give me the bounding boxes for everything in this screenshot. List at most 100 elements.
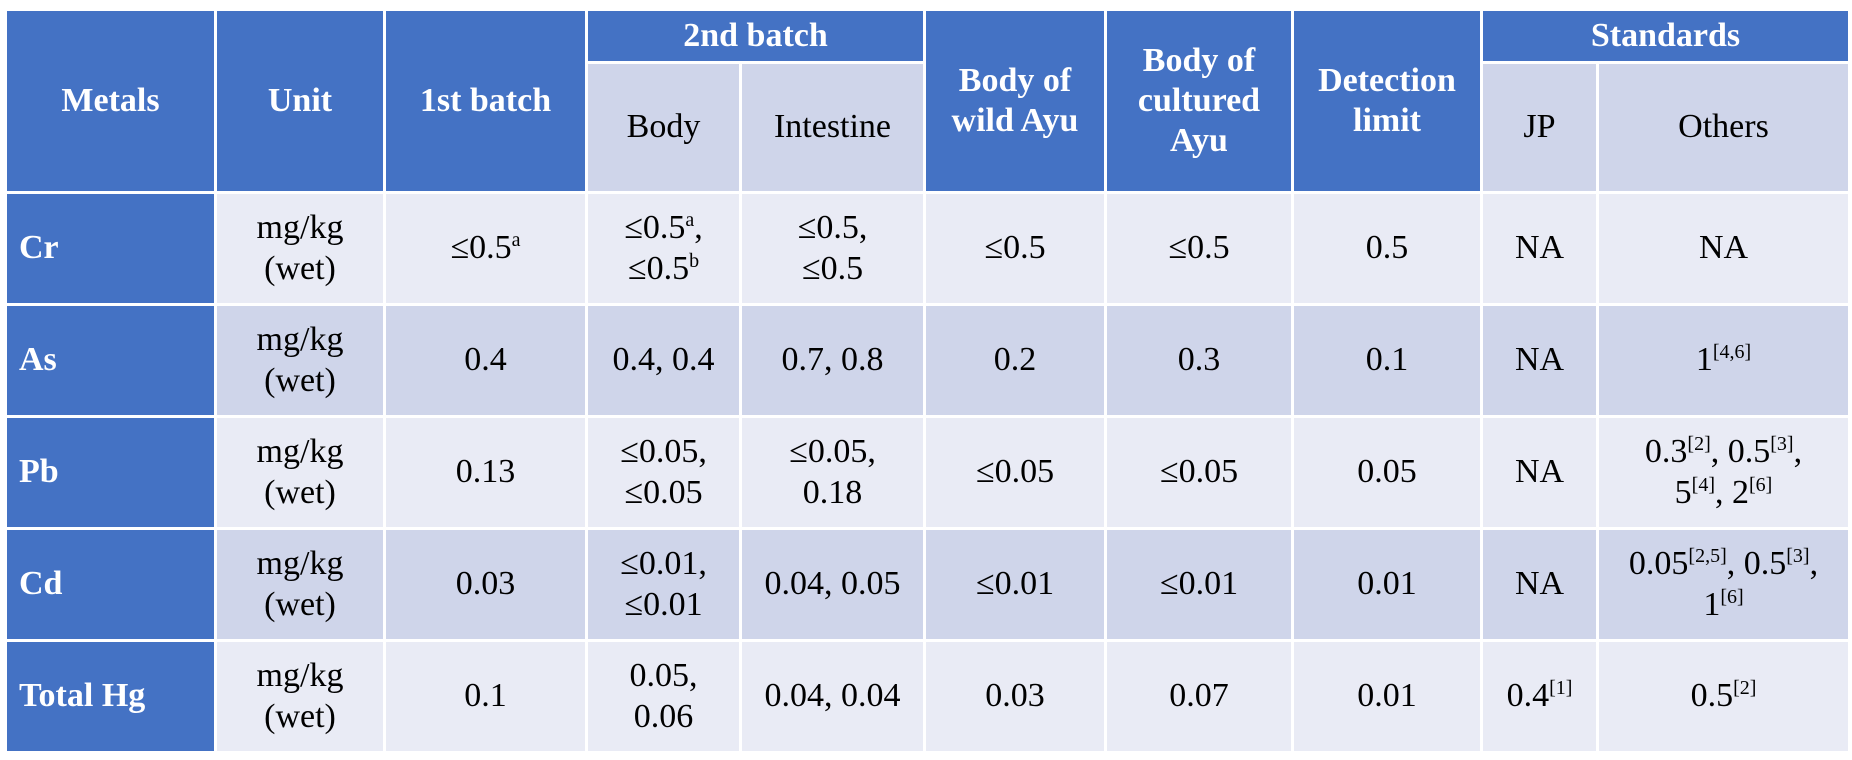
header-cell: Body of wild Ayu bbox=[923, 8, 1107, 194]
cell-text: 5 bbox=[1674, 473, 1692, 511]
header-cell: 2nd batch bbox=[585, 8, 926, 64]
data-cell: NA bbox=[1480, 415, 1599, 530]
cell-line: ≤0.01 bbox=[1111, 564, 1287, 604]
cell-text: ≤0.05 bbox=[624, 473, 703, 511]
cell-text: 0.1 bbox=[1365, 341, 1409, 379]
cell-text: ≤0.5 bbox=[984, 229, 1046, 267]
cell-line: ≤0.05, bbox=[746, 432, 919, 472]
table-wrap: Metals Unit 1st batch 2nd batch Body of … bbox=[4, 8, 1851, 754]
cell-text: ≤0.5 bbox=[801, 249, 864, 287]
cell-text: ≤0.5 bbox=[1168, 229, 1230, 267]
cell-line: As bbox=[19, 340, 210, 380]
data-cell: mg/kg (wet) bbox=[214, 527, 386, 642]
cell-line: 0.3 bbox=[1111, 340, 1287, 380]
cell-line: ≤0.05, bbox=[592, 432, 735, 472]
cell-text: 0.18 bbox=[802, 473, 863, 511]
cell-text: NA bbox=[1514, 565, 1565, 603]
data-cell: 0.3 bbox=[1104, 303, 1294, 418]
cell-line: (wet) bbox=[221, 249, 379, 289]
cell-line: (wet) bbox=[221, 361, 379, 401]
metal-cell: Cr bbox=[4, 191, 217, 306]
cell-line: (wet) bbox=[221, 473, 379, 513]
cell-text: 0.3 bbox=[1644, 433, 1688, 471]
cell-line: 0.04, 0.05 bbox=[746, 564, 919, 604]
subheader-cell: Intestine bbox=[739, 61, 926, 194]
cell-line: 0.06 bbox=[592, 697, 735, 737]
data-cell: NA bbox=[1596, 191, 1851, 306]
metal-cell: Cd bbox=[4, 527, 217, 642]
data-cell: 0.01 bbox=[1291, 527, 1483, 642]
cell-line: ≤0.05 bbox=[930, 452, 1100, 492]
footnote-mark: [6] bbox=[1749, 473, 1773, 496]
cell-text: 0.04, 0.04 bbox=[764, 677, 901, 715]
cell-text: 0.05, bbox=[629, 657, 698, 695]
data-cell: NA bbox=[1480, 191, 1599, 306]
data-cell: ≤0.01, ≤0.01 bbox=[585, 527, 742, 642]
cell-text: mg/kg bbox=[256, 657, 344, 695]
cell-line: 0.4 bbox=[390, 340, 581, 380]
cell-line: ≤0.5 bbox=[1111, 228, 1287, 268]
cell-text: (wet) bbox=[264, 585, 336, 623]
cell-line: 0.01 bbox=[1298, 564, 1476, 604]
footnote-mark: [3] bbox=[1786, 545, 1810, 568]
cell-text: 0.01 bbox=[1357, 677, 1417, 715]
header-cell: Standards bbox=[1480, 8, 1851, 64]
cell-line: 0.07 bbox=[1111, 676, 1287, 716]
cell-line: ≤0.5a bbox=[390, 228, 581, 268]
cell-text: ≤0.01 bbox=[975, 565, 1055, 603]
cell-text: Cr bbox=[19, 229, 59, 267]
data-cell: NA bbox=[1480, 303, 1599, 418]
data-cell: 0.05[2,5], 0.5[3], 1[6] bbox=[1596, 527, 1851, 642]
cell-text: Cd bbox=[19, 565, 63, 603]
cell-text: NA bbox=[1698, 229, 1749, 267]
header-cell: 1st batch bbox=[383, 8, 588, 194]
data-cell: mg/kg (wet) bbox=[214, 191, 386, 306]
cell-text: mg/kg bbox=[256, 209, 344, 247]
cell-line: (wet) bbox=[221, 697, 379, 737]
cell-text: ≤0.01, bbox=[620, 545, 707, 583]
data-cell: ≤0.5 bbox=[923, 191, 1107, 306]
cell-line: Total Hg bbox=[19, 676, 210, 716]
cell-line: 0.4, 0.4 bbox=[592, 340, 735, 380]
cell-line: mg/kg bbox=[221, 208, 379, 248]
data-cell: 0.7, 0.8 bbox=[739, 303, 926, 418]
cell-text: , 2 bbox=[1715, 473, 1749, 511]
cell-line: ≤0.5, bbox=[746, 208, 919, 248]
cell-text: 0.04, 0.05 bbox=[764, 565, 901, 603]
cell-text: NA bbox=[1514, 341, 1565, 379]
cell-text: 0.13 bbox=[455, 453, 516, 491]
cell-text: ≤0.5 bbox=[624, 209, 686, 247]
cell-text: , bbox=[1809, 545, 1819, 583]
data-cell: 0.1 bbox=[383, 639, 588, 754]
cell-line: 0.01 bbox=[1298, 676, 1476, 716]
cell-text: 0.06 bbox=[633, 697, 694, 735]
cell-line: 0.1 bbox=[390, 676, 581, 716]
cell-text: 0.3 bbox=[1177, 341, 1221, 379]
cell-line: (wet) bbox=[221, 585, 379, 625]
cell-line: 0.05 bbox=[1298, 452, 1476, 492]
cell-text: ≤0.01 bbox=[624, 585, 703, 623]
cell-line: NA bbox=[1603, 228, 1844, 268]
cell-line: NA bbox=[1487, 564, 1592, 604]
cell-text: ≤0.5 bbox=[450, 229, 512, 267]
header-cell: Unit bbox=[214, 8, 386, 194]
data-cell: 0.03 bbox=[923, 639, 1107, 754]
data-cell: 0.4[1] bbox=[1480, 639, 1599, 754]
data-cell: ≤0.5a bbox=[383, 191, 588, 306]
cell-text: As bbox=[19, 341, 57, 379]
data-cell: 0.1 bbox=[1291, 303, 1483, 418]
data-cell: mg/kg (wet) bbox=[214, 639, 386, 754]
cell-text: 1 bbox=[1703, 585, 1721, 623]
cell-line: 1[6] bbox=[1603, 585, 1844, 625]
data-cell: 0.13 bbox=[383, 415, 588, 530]
header-cell: Metals bbox=[4, 8, 217, 194]
cell-text: 0.5 bbox=[1365, 229, 1409, 267]
cell-text: mg/kg bbox=[256, 321, 344, 359]
data-cell: ≤0.05, 0.18 bbox=[739, 415, 926, 530]
footnote-mark: [2,5] bbox=[1688, 545, 1727, 568]
data-cell: 0.04, 0.04 bbox=[739, 639, 926, 754]
cell-line: Pb bbox=[19, 452, 210, 492]
cell-text: 0.7, 0.8 bbox=[781, 341, 884, 379]
cell-line: ≤0.01 bbox=[592, 585, 735, 625]
